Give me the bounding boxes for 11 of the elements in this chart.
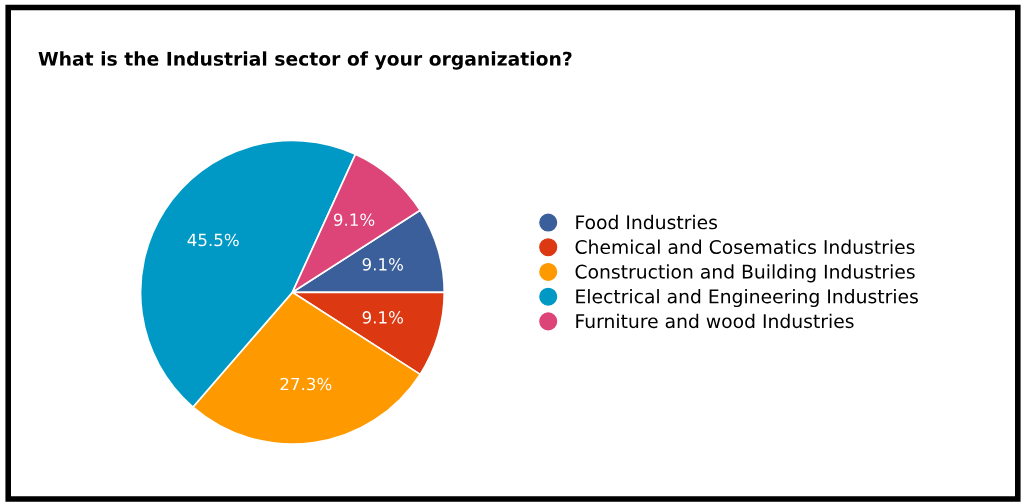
legend-label: Furniture and wood Industries <box>576 313 854 329</box>
legend-label: Electrical and Engineering Industries <box>576 288 918 308</box>
data-label: 9.1% <box>362 258 403 271</box>
legend-label: Construction and Building Industries <box>575 264 915 283</box>
chart-title: What is the Industrial sector of your organization? <box>38 51 572 70</box>
data-label: 9.1% <box>362 311 403 324</box>
data-label: 45.5% <box>187 233 239 247</box>
data-label: 27.3% <box>280 377 332 391</box>
data-label: 9.1% <box>333 213 375 227</box>
legend-label: Chemical and Cosematics Industries <box>575 239 915 255</box>
legend-label: Food Industries <box>576 214 717 230</box>
